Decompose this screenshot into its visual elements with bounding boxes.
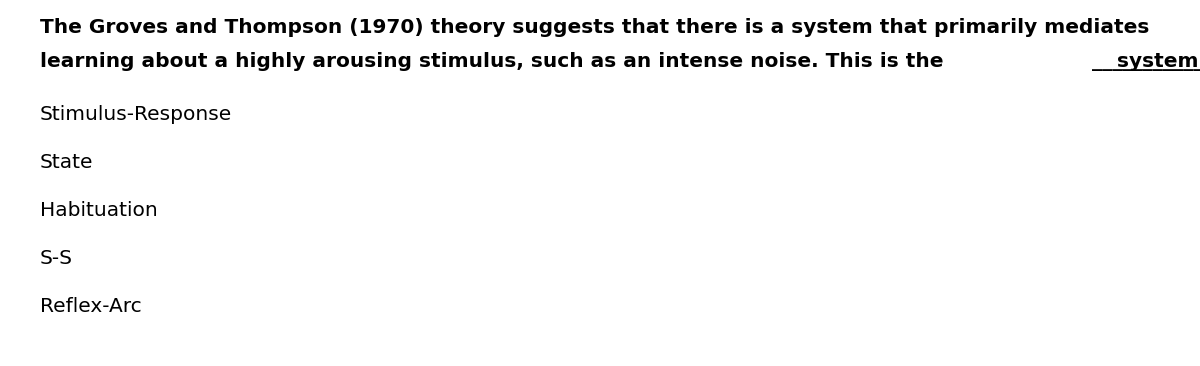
Text: system.: system. bbox=[1117, 52, 1200, 71]
Text: learning about a highly arousing stimulus, such as an intense noise. This is the: learning about a highly arousing stimulu… bbox=[40, 52, 950, 71]
Text: State: State bbox=[40, 153, 94, 172]
Text: Reflex-Arc: Reflex-Arc bbox=[40, 297, 142, 316]
Text: Stimulus-Response: Stimulus-Response bbox=[40, 105, 233, 124]
Text: S-S: S-S bbox=[40, 249, 73, 268]
Text: Habituation: Habituation bbox=[40, 201, 157, 220]
Text: ____________: ____________ bbox=[1092, 52, 1200, 71]
Text: The Groves and Thompson (1970) theory suggests that there is a system that prima: The Groves and Thompson (1970) theory su… bbox=[40, 18, 1150, 37]
